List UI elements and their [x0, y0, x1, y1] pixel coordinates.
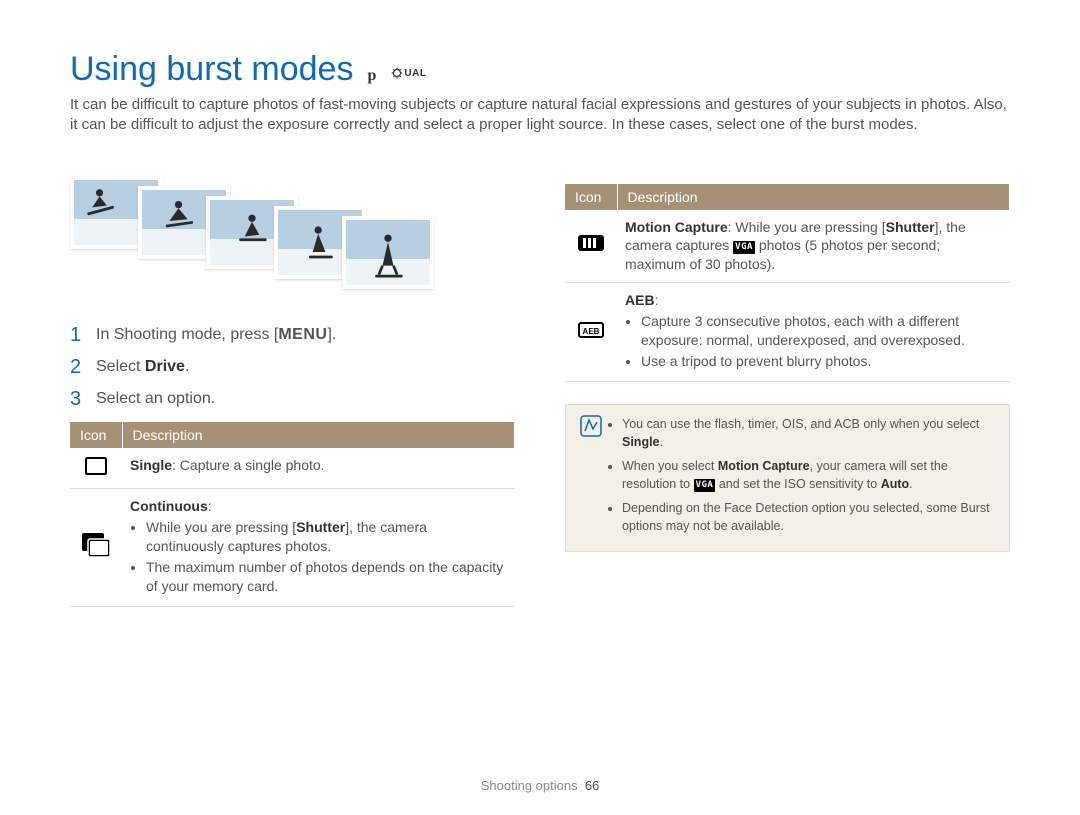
step1-a: In Shooting mode, press [	[96, 326, 278, 343]
note-box: You can use the flash, timer, OIS, and A…	[565, 404, 1010, 553]
motion-capture-icon	[565, 210, 617, 283]
note-list: You can use the flash, timer, OIS, and A…	[608, 415, 995, 542]
svg-text:AEB: AEB	[583, 327, 600, 336]
vga-badge-1: VGA	[733, 241, 755, 253]
page-header: Using burst modes p UAL	[70, 50, 1010, 89]
step-3: Select an option.	[70, 390, 515, 408]
content-columns: In Shooting mode, press [MENU]. Select D…	[70, 176, 1010, 607]
mca: : While you are pressing [	[728, 219, 886, 235]
step-1: In Shooting mode, press [MENU].	[70, 326, 515, 344]
cont-colon: :	[208, 498, 212, 514]
row-single: Single: Capture a single photo.	[70, 448, 515, 489]
vga-badge-2: VGA	[694, 479, 716, 492]
steps-list: In Shooting mode, press [MENU]. Select D…	[70, 326, 515, 408]
page-title: Using burst modes	[70, 50, 353, 89]
single-icon	[70, 448, 122, 489]
note-1: You can use the flash, timer, OIS, and A…	[622, 415, 995, 451]
continuous-icon	[70, 489, 122, 606]
n2e: Auto	[881, 477, 909, 491]
continuous-desc: Continuous: While you are pressing [Shut…	[122, 489, 515, 606]
cont-bullet-2: The maximum number of photos depends on …	[146, 558, 507, 596]
th-icon: Icon	[70, 422, 122, 448]
note-icon	[580, 415, 608, 542]
aeb-bullet-1: Capture 3 consecutive photos, each with …	[641, 312, 1002, 350]
footer-section: Shooting options	[481, 778, 578, 793]
single-text: : Capture a single photo.	[172, 457, 325, 473]
right-column: Icon Description Motion Capture: While y…	[565, 176, 1010, 607]
page-footer: Shooting options 66	[0, 778, 1080, 793]
row-continuous: Continuous: While you are pressing [Shut…	[70, 489, 515, 606]
note-2: When you select Motion Capture, your cam…	[622, 457, 995, 493]
th-desc: Description	[122, 422, 515, 448]
dual-label: UAL	[404, 68, 426, 79]
mode-p-icon: p	[367, 67, 376, 85]
th-icon-r: Icon	[565, 184, 617, 210]
aeb-bullet-2: Use a tripod to prevent blurry photos.	[641, 352, 1002, 371]
cont-bullet-1: While you are pressing [Shutter], the ca…	[146, 518, 507, 556]
right-modes-table: Icon Description Motion Capture: While y…	[565, 184, 1010, 382]
step1-c: ].	[327, 326, 336, 343]
left-column: In Shooting mode, press [MENU]. Select D…	[70, 176, 515, 607]
mode-dual-icon: UAL	[390, 66, 426, 80]
burst-illustration	[70, 176, 470, 296]
step-2: Select Drive.	[70, 358, 515, 376]
n1b: Single	[622, 435, 660, 449]
intro-text: It can be difficult to capture photos of…	[70, 95, 1010, 136]
mc-label: Motion Capture	[625, 219, 728, 235]
row-motion-capture: Motion Capture: While you are pressing […	[565, 210, 1010, 283]
mc-shutter: Shutter	[886, 219, 935, 235]
n1c: .	[660, 435, 663, 449]
aeb-colon: :	[655, 292, 659, 308]
continuous-label: Continuous	[130, 498, 208, 514]
n1a: You can use the flash, timer, OIS, and A…	[622, 417, 979, 431]
row-aeb: AEB AEB: Capture 3 consecutive photos, e…	[565, 283, 1010, 382]
motion-capture-desc: Motion Capture: While you are pressing […	[617, 210, 1010, 283]
left-modes-table: Icon Description Single: Capture a singl…	[70, 422, 515, 607]
n2f: .	[909, 477, 912, 491]
n2d: and set the ISO sensitivity to	[715, 477, 880, 491]
note-3: Depending on the Face Detection option y…	[622, 499, 995, 535]
n2b: Motion Capture	[718, 459, 810, 473]
step2-a: Select	[96, 358, 145, 375]
footer-page: 66	[585, 778, 599, 793]
single-desc: Single: Capture a single photo.	[122, 448, 515, 489]
n2a: When you select	[622, 459, 718, 473]
single-label: Single	[130, 457, 172, 473]
cb1b: Shutter	[296, 519, 345, 535]
step2-c: .	[185, 358, 189, 375]
menu-key-label: MENU	[278, 326, 327, 343]
drive-label: Drive	[145, 358, 185, 375]
aeb-desc: AEB: Capture 3 consecutive photos, each …	[617, 283, 1010, 382]
th-desc-r: Description	[617, 184, 1010, 210]
cb1a: While you are pressing [	[146, 519, 296, 535]
dual-lens-icon	[390, 66, 404, 80]
aeb-icon: AEB	[565, 283, 617, 382]
aeb-label: AEB	[625, 292, 655, 308]
